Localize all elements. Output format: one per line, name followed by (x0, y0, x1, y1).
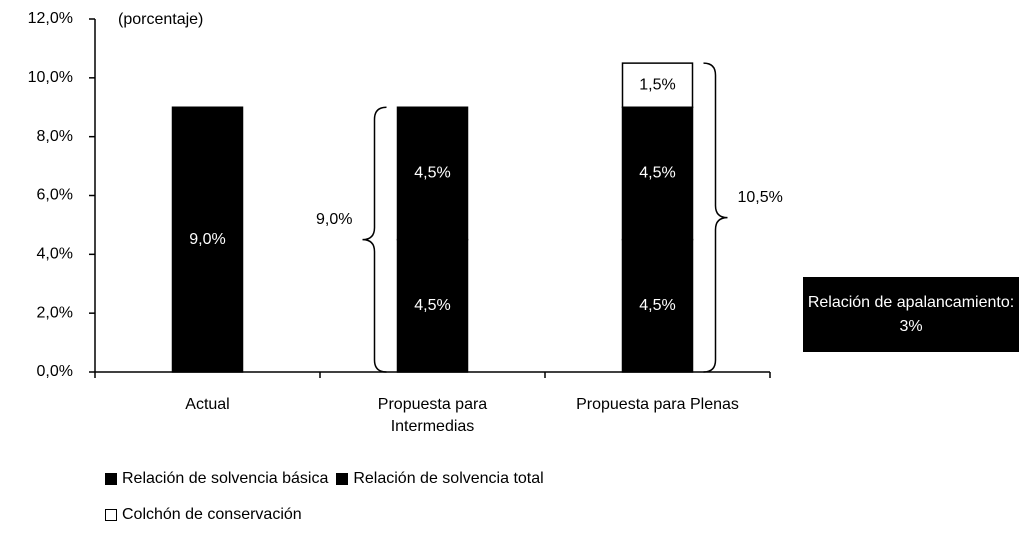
legend-item: Relación de solvencia total (336, 468, 544, 490)
legend: Relación de solvencia básica Relación de … (105, 468, 705, 533)
y-tick-label: 4,0% (37, 246, 73, 263)
x-tick-label: Actual (185, 396, 230, 413)
data-label: 1,5% (639, 76, 675, 93)
y-tick-label: 10,0% (28, 69, 73, 86)
legend-label: Colchón de conservación (122, 506, 302, 523)
x-tick-label: Propuesta para Plenas (576, 396, 739, 413)
y-tick-label: 12,0% (28, 10, 73, 27)
y-tick-label: 0,0% (37, 363, 73, 380)
bar-segment (171, 106, 244, 373)
legend-label: Relación de solvencia total (353, 470, 544, 487)
data-label: 4,5% (639, 297, 675, 314)
chart-subtitle: (porcentaje) (118, 11, 203, 28)
x-tick-label: Propuesta para Intermedias (377, 396, 488, 435)
bar-segment (621, 62, 694, 108)
data-label: 9,0% (189, 231, 225, 248)
brace-label: 9,0% (316, 211, 352, 228)
bar-segment (621, 238, 694, 373)
legend-item: Colchón de conservación (105, 504, 302, 526)
brace (703, 62, 728, 373)
y-tick-label: 8,0% (37, 128, 73, 145)
legend-item: Relación de solvencia básica (105, 468, 328, 490)
legend-swatch (105, 509, 117, 521)
legend-swatch (336, 473, 349, 485)
data-label: 4,5% (639, 165, 675, 182)
bar-segment (396, 238, 469, 373)
data-label: 4,5% (414, 297, 450, 314)
brace-label: 10,5% (738, 189, 783, 206)
legend-label: Relación de solvencia básica (122, 470, 329, 487)
legend-swatch (105, 473, 117, 485)
data-label: 4,5% (414, 165, 450, 182)
bar-segment (396, 106, 469, 241)
brace (362, 106, 387, 373)
y-tick-label: 2,0% (37, 304, 73, 321)
bar-segment (621, 106, 694, 241)
note: Relación de apalancamiento: 3% (803, 277, 1019, 352)
y-tick-label: 6,0% (37, 187, 73, 204)
